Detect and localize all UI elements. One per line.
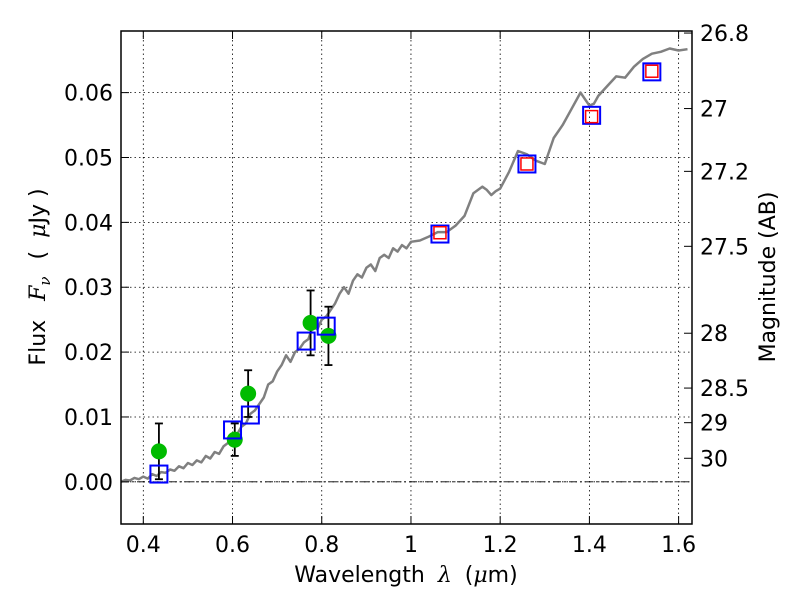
y2-axis-title: Magnitude (AB) xyxy=(756,192,781,363)
y-tick-label: 0.05 xyxy=(64,146,113,171)
y2-tick-label: 28.5 xyxy=(700,377,749,402)
y-tick-labels: 0.00 0.01 0.02 0.03 0.04 0.05 0.06 xyxy=(64,82,113,496)
blue-square xyxy=(240,405,260,425)
x-tick-label: 1.4 xyxy=(572,533,607,558)
green-point xyxy=(226,431,243,448)
red-square xyxy=(433,225,447,240)
axis-ticks xyxy=(121,31,692,524)
y-tick-label: 0.01 xyxy=(64,406,113,431)
x-tick-label: 0.4 xyxy=(126,533,161,558)
blue-square xyxy=(149,464,169,484)
x-axis-title-prefix: Wavelength xyxy=(294,563,425,588)
blue-square xyxy=(517,154,537,174)
red-square xyxy=(645,64,659,78)
blue-square xyxy=(642,62,662,82)
error-bars xyxy=(154,289,333,481)
x-axis-title-open: ( xyxy=(465,563,474,588)
red-squares xyxy=(433,64,659,240)
x-tick-label: 1.6 xyxy=(661,533,696,558)
spectrum-line-series xyxy=(120,47,688,483)
blue-square xyxy=(223,420,243,440)
y-tick-label: 0.06 xyxy=(64,82,113,107)
y-tick-label: 0.02 xyxy=(64,341,113,366)
red-square xyxy=(520,157,534,171)
green-points xyxy=(150,314,337,460)
blue-square xyxy=(582,105,602,125)
x-axis-title-unit: m) xyxy=(488,563,518,588)
red-square xyxy=(584,109,599,124)
grid xyxy=(121,31,692,524)
y2-tick-label: 30 xyxy=(700,447,728,472)
y-tick-label: 0.03 xyxy=(64,276,113,301)
y-axis-title-mu: μ xyxy=(26,224,51,238)
x-tick-label: 0.8 xyxy=(304,533,339,558)
blue-squares xyxy=(149,62,662,484)
y2-tick-label: 27.5 xyxy=(700,235,749,260)
y-tick-label: 0.04 xyxy=(64,211,113,236)
green-point xyxy=(302,314,319,331)
y-axis-title-open: ( xyxy=(26,251,51,260)
green-point xyxy=(150,443,167,460)
x-tick-labels: 0.4 0.6 0.8 1 1.2 1.4 1.6 xyxy=(126,533,696,558)
green-point xyxy=(240,385,257,402)
y-axis-title-prefix: Flux xyxy=(26,320,51,366)
x-axis-title-symbol: λ xyxy=(437,563,452,588)
y2-tick-label: 29 xyxy=(700,412,728,437)
blue-square xyxy=(430,224,450,244)
green-point xyxy=(320,327,337,344)
y-axis-title-unit: Jy ) xyxy=(26,188,51,225)
y-axis-title: Flux Fν ( μJy ) xyxy=(26,188,56,365)
blue-square xyxy=(296,331,316,351)
y2-tick-label: 27 xyxy=(700,98,728,123)
y-tick-label: 0.00 xyxy=(64,471,113,496)
y2-tick-labels: 26.8 27 27.2 27.5 28 28.5 29 30 xyxy=(700,22,749,472)
y2-tick-label: 27.2 xyxy=(700,160,749,185)
y2-tick-label: 26.8 xyxy=(700,22,749,47)
x-tick-label: 1.2 xyxy=(483,533,518,558)
x-axis-title: Wavelength λ (μm) xyxy=(294,563,517,588)
blue-square xyxy=(316,316,336,336)
y-axis-title-sub: ν xyxy=(36,276,54,285)
y-axis-title-symbol: F xyxy=(26,285,51,302)
x-tick-label: 0.6 xyxy=(215,533,250,558)
spectrum-line xyxy=(120,47,688,483)
x-axis-title-mu: μ xyxy=(473,563,487,588)
y2-tick-label: 28 xyxy=(700,322,728,347)
plot-frame xyxy=(120,30,693,525)
x-tick-label: 1 xyxy=(404,533,418,558)
